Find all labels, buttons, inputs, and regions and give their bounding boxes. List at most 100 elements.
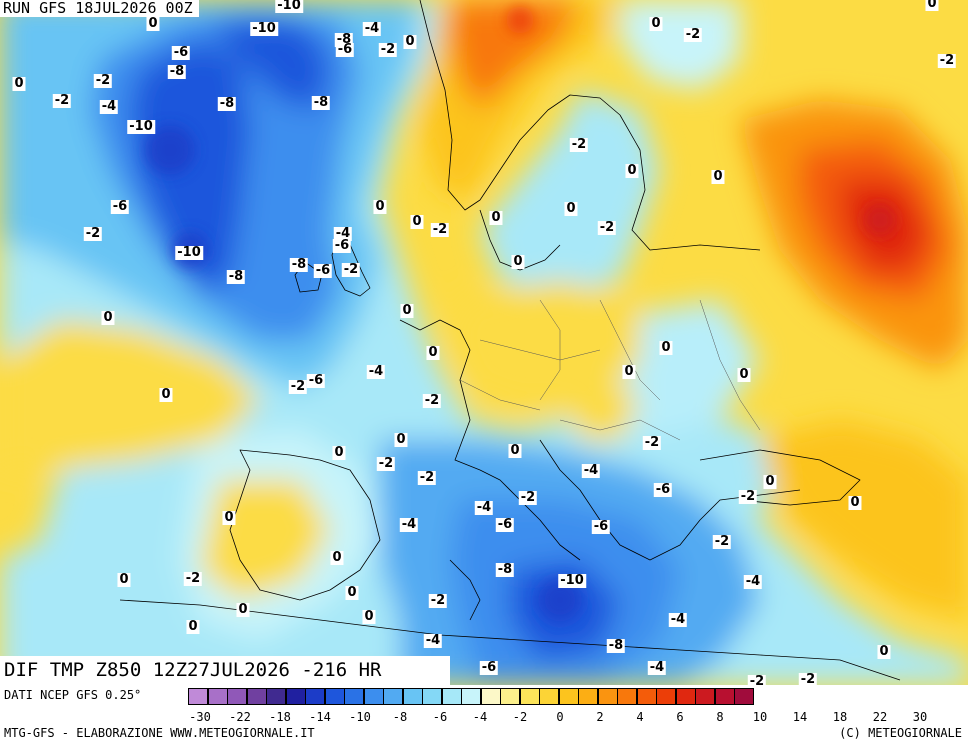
contour-label: -6 — [306, 373, 326, 388]
contour-label: 0 — [925, 0, 939, 11]
contour-label: -4 — [668, 612, 688, 627]
contour-label: -2 — [341, 262, 361, 277]
contour-label: -8 — [606, 638, 626, 653]
contour-label: -2 — [83, 226, 103, 241]
contour-label: -6 — [110, 199, 130, 214]
contour-label: 0 — [12, 76, 26, 91]
legend-tick-label: 18 — [832, 710, 848, 724]
legend-swatch — [344, 688, 364, 705]
contour-label: -6 — [479, 660, 499, 675]
contour-label: 0 — [403, 34, 417, 49]
legend-swatch — [441, 688, 462, 705]
contour-label: 0 — [146, 16, 160, 31]
legend-swatch — [207, 688, 228, 705]
contour-label: -6 — [653, 482, 673, 497]
legend-tick-label: -8 — [392, 710, 408, 724]
contour-label: -8 — [217, 96, 237, 111]
contour-label: 0 — [236, 602, 250, 617]
legend-swatch — [539, 688, 559, 705]
contour-label: -10 — [175, 245, 203, 260]
legend-tick-label: 0 — [556, 710, 564, 724]
contour-label: -8 — [495, 562, 515, 577]
legend-swatch — [500, 688, 520, 705]
data-source: DATI NCEP GFS 0.25° — [4, 688, 142, 702]
legend-tick-label: -10 — [349, 710, 371, 724]
contour-label: -8 — [226, 269, 246, 284]
contour-label: 0 — [373, 199, 387, 214]
legend-swatch — [461, 688, 481, 705]
run-title: RUN GFS 18JUL2026 00Z — [0, 0, 199, 17]
field-title: DIF TMP Z850 12Z27JUL2026 -216 HR — [0, 656, 450, 685]
contour-label: 0 — [117, 572, 131, 587]
legend-tick-label: -22 — [229, 710, 251, 724]
contour-label: -4 — [647, 660, 667, 675]
legend-swatch — [578, 688, 598, 705]
contour-label: -10 — [127, 119, 155, 134]
legend-swatch — [480, 688, 501, 705]
legend-swatch — [246, 688, 267, 705]
legend-swatch — [383, 688, 403, 705]
coastlines — [119, 0, 901, 681]
contour-label: -2 — [597, 220, 617, 235]
contour-label: -2 — [378, 42, 398, 57]
contour-label: -2 — [937, 53, 957, 68]
contour-label: -2 — [683, 27, 703, 42]
legend-tick-label: -2 — [512, 710, 528, 724]
contour-label: 0 — [659, 340, 673, 355]
contour-label: -4 — [474, 500, 494, 515]
legend-swatch — [636, 688, 657, 705]
legend-swatch — [188, 688, 208, 705]
contour-label: 0 — [394, 432, 408, 447]
contour-label: -8 — [289, 257, 309, 272]
legend-swatch — [617, 688, 637, 705]
legend-tick-label: -14 — [309, 710, 331, 724]
legend-swatch — [714, 688, 735, 705]
contour-label: 0 — [763, 474, 777, 489]
contour-label: -4 — [581, 463, 601, 478]
legend-tick-label: -30 — [189, 710, 211, 724]
contour-label: -10 — [275, 0, 303, 13]
anomaly-map: -10 0 -10 -4 -8 -6 -2 0 -6 -8 0 -2 0 -2 0 -2 -2 -4 -8 -8 -10… — [0, 0, 968, 685]
legend-tick-label: 22 — [872, 710, 888, 724]
legend-tick-label: -6 — [432, 710, 448, 724]
contour-label: -6 — [335, 42, 355, 57]
contour-label: 0 — [564, 201, 578, 216]
contour-label: -8 — [311, 95, 331, 110]
legend-tick-label: -4 — [472, 710, 488, 724]
contour-label: 0 — [508, 443, 522, 458]
credit-left: MTG-GFS - ELABORAZIONE WWW.METEOGIORNALE… — [4, 726, 315, 740]
legend-tick-label: 6 — [676, 710, 684, 724]
contour-label: -2 — [569, 137, 589, 152]
legend-swatch — [675, 688, 696, 705]
contour-label: 0 — [711, 169, 725, 184]
contour-label: -6 — [332, 238, 352, 253]
credit-right: (C) METEOGIORNALE — [839, 726, 962, 740]
contour-label: -2 — [376, 456, 396, 471]
footer: DATI NCEP GFS 0.25° -30 -22 -18 -14 -10 -8 -6-… — [0, 685, 968, 745]
contour-label: -8 — [167, 64, 187, 79]
contour-label: -2 — [93, 73, 113, 88]
contour-label: -2 — [430, 222, 450, 237]
legend-tick-label: 10 — [752, 710, 768, 724]
contour-label: 0 — [186, 619, 200, 634]
legend-swatch — [363, 688, 384, 705]
contour-label: 0 — [622, 364, 636, 379]
contour-label: 0 — [101, 310, 115, 325]
contour-label: -6 — [313, 263, 333, 278]
legend-tick-label: 30 — [912, 710, 928, 724]
legend-swatch — [695, 688, 715, 705]
contour-label: -2 — [183, 571, 203, 586]
legend-swatch — [734, 688, 754, 705]
contour-label: -2 — [712, 534, 732, 549]
contour-label: 0 — [345, 585, 359, 600]
contour-label: 0 — [848, 495, 862, 510]
contour-label: -2 — [798, 672, 818, 685]
legend-swatch — [305, 688, 325, 705]
contour-label: 0 — [625, 163, 639, 178]
contour-label: -2 — [518, 490, 538, 505]
contour-label: 0 — [737, 367, 751, 382]
legend-swatch — [402, 688, 423, 705]
contour-label: 0 — [332, 445, 346, 460]
contour-label: -2 — [642, 435, 662, 450]
legend-swatch — [266, 688, 286, 705]
